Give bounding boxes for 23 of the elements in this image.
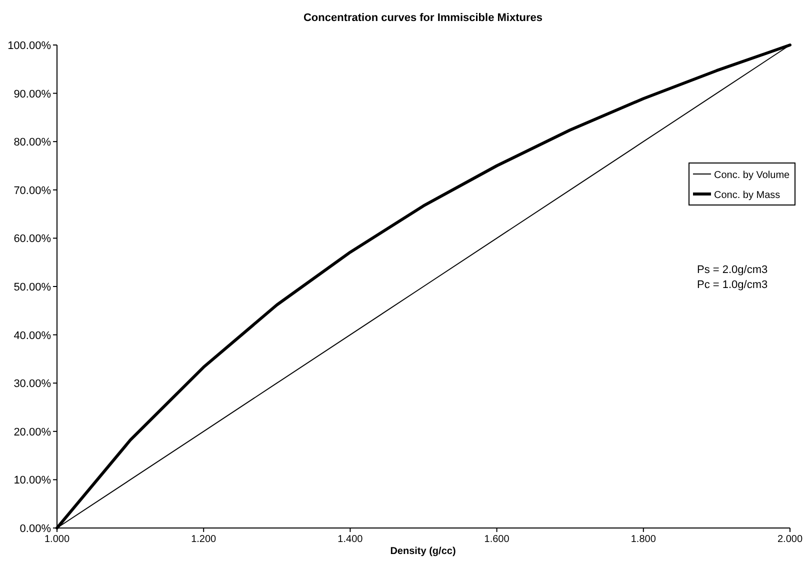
y-tick-label: 80.00%	[14, 136, 52, 149]
x-tick-label: 1.400	[338, 534, 364, 545]
y-tick-label: 90.00%	[14, 88, 52, 100]
y-tick-label: 0.00%	[20, 523, 52, 535]
annotation: Pc = 1.0g/cm3	[697, 279, 768, 291]
x-tick-label: 1.000	[44, 534, 70, 545]
x-tick-label: 1.600	[484, 534, 510, 545]
x-axis-title: Density (g/cc)	[390, 546, 456, 557]
annotation: Ps = 2.0g/cm3	[697, 264, 768, 276]
legend-label: Conc. by Mass	[714, 190, 780, 201]
y-tick-label: 50.00%	[14, 282, 52, 294]
y-tick-label: 100.00%	[8, 40, 52, 52]
y-tick-label: 70.00%	[14, 184, 52, 197]
y-tick-label: 60.00%	[14, 233, 52, 246]
y-tick-label: 30.00%	[14, 378, 52, 390]
chart-title: Concentration curves for Immiscible Mixtures	[303, 12, 543, 24]
y-tick-label: 40.00%	[14, 330, 52, 342]
y-tick-label: 10.00%	[14, 474, 52, 487]
x-tick-label: 1.800	[630, 534, 656, 545]
legend-label: Conc. by Volume	[714, 170, 790, 181]
x-tick-label: 2.000	[777, 534, 803, 545]
y-tick-label: 20.00%	[14, 426, 52, 438]
x-tick-label: 1.200	[191, 534, 217, 545]
